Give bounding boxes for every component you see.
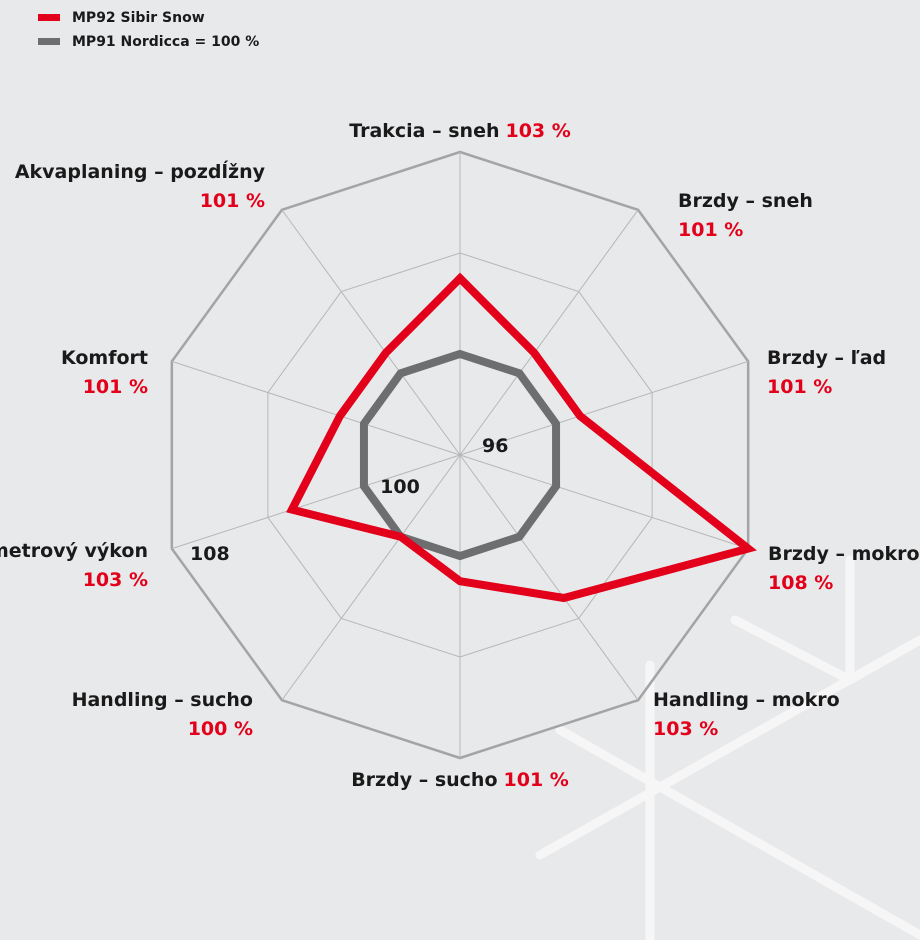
legend-label: MP92 Sibir Snow bbox=[72, 10, 205, 26]
value-label: 101 % bbox=[200, 190, 265, 212]
axis-label: Trakcia – sneh 103 % bbox=[349, 120, 571, 142]
value-label: 103 % bbox=[83, 569, 148, 591]
category-name: Brzdy – sneh bbox=[678, 190, 813, 212]
legend-label: MP91 Nordicca = 100 % bbox=[72, 34, 259, 50]
category-name: Handling – sucho bbox=[72, 689, 253, 711]
category-name: Handling – mokro bbox=[653, 689, 840, 711]
spoke bbox=[171, 454, 461, 550]
value-label: 101 % bbox=[83, 376, 148, 398]
tick-label: 108 bbox=[190, 543, 230, 565]
spoke bbox=[281, 209, 461, 456]
snowflake-decoration bbox=[535, 555, 920, 940]
category-name: Brzdy – ľad bbox=[767, 347, 886, 369]
category-name: Komfort bbox=[61, 347, 148, 369]
legend-swatch bbox=[38, 38, 60, 45]
spoke bbox=[459, 454, 749, 550]
tick-label: 100 bbox=[380, 476, 420, 498]
spoke bbox=[459, 454, 639, 701]
category-name: Brzdy – mokro bbox=[768, 543, 920, 565]
spoke bbox=[459, 360, 749, 456]
value-label: 101 % bbox=[678, 219, 743, 241]
value-label: 103 % bbox=[653, 718, 718, 740]
axis-label: Brzdy – sucho 101 % bbox=[351, 769, 569, 791]
spoke bbox=[281, 454, 461, 701]
category-name: Trakcia – sneh bbox=[349, 120, 499, 142]
category-name: Kilometrový výkon bbox=[0, 540, 148, 562]
value-label: 101 % bbox=[504, 769, 569, 791]
spoke bbox=[171, 360, 461, 456]
series-line bbox=[286, 272, 757, 603]
spoke bbox=[459, 209, 639, 456]
legend-swatch bbox=[38, 14, 60, 21]
value-label: 101 % bbox=[767, 376, 832, 398]
series-line bbox=[359, 349, 561, 561]
tick-label: 96 bbox=[482, 435, 508, 457]
category-name: Brzdy – sucho bbox=[351, 769, 497, 791]
value-label: 108 % bbox=[768, 572, 833, 594]
value-label: 100 % bbox=[188, 718, 253, 740]
category-name: Akvaplaning – pozdĺžny bbox=[15, 160, 266, 183]
value-label: 103 % bbox=[505, 120, 570, 142]
